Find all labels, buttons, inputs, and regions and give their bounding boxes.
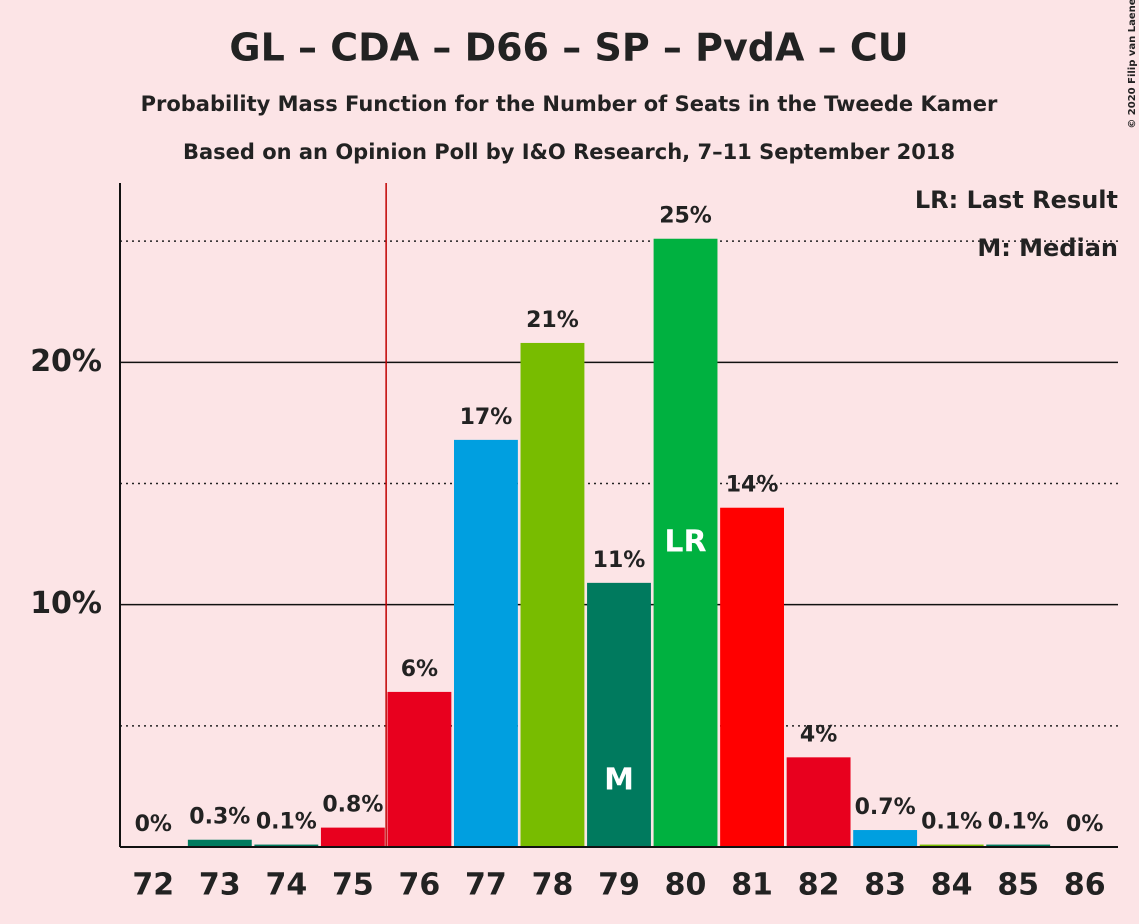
y-tick-label: 20% [30, 344, 102, 379]
bar [919, 844, 984, 847]
value-label: 25% [659, 204, 712, 229]
value-label: 6% [401, 657, 438, 682]
x-tick-label: 74 [265, 868, 307, 903]
legend-entry: M: Median [977, 234, 1118, 262]
bar [520, 342, 585, 847]
x-tick-label: 83 [864, 868, 906, 903]
bar [986, 844, 1051, 847]
bar [187, 839, 252, 847]
x-tick-label: 79 [598, 868, 640, 903]
value-label: 4% [800, 722, 837, 747]
bar [853, 830, 918, 847]
value-label: 14% [726, 473, 779, 498]
value-label: 0.1% [256, 810, 317, 835]
x-tick-label: 80 [665, 868, 707, 903]
x-tick-label: 77 [465, 868, 507, 903]
x-tick-label: 73 [199, 868, 241, 903]
bar [387, 691, 452, 847]
x-tick-label: 81 [731, 868, 773, 903]
value-label: 0.1% [988, 810, 1049, 835]
bar [453, 439, 518, 847]
last-result-marker: LR [664, 524, 706, 559]
x-tick-label: 86 [1064, 868, 1106, 903]
value-label: 0% [1066, 812, 1103, 837]
copyright: © 2020 Filip van Laenen [1127, 0, 1138, 129]
value-label: 0.8% [322, 793, 383, 818]
bar [786, 757, 851, 847]
value-label: 0.7% [855, 795, 916, 820]
bar [254, 844, 319, 847]
bar [587, 582, 651, 847]
value-label: 17% [460, 405, 513, 430]
x-tick-label: 85 [997, 868, 1039, 903]
x-tick-label: 72 [132, 868, 174, 903]
x-tick-label: 84 [931, 868, 973, 903]
value-label: 0.1% [921, 810, 982, 835]
chart-subtitle: Based on an Opinion Poll by I&O Research… [183, 140, 955, 164]
chart-subtitle: Probability Mass Function for the Number… [141, 92, 998, 116]
legend-entry: LR: Last Result [915, 186, 1118, 214]
x-tick-label: 75 [332, 868, 374, 903]
value-label: 0% [135, 812, 172, 837]
value-label: 0.3% [189, 805, 250, 830]
bar [720, 507, 785, 847]
value-label: 21% [526, 308, 579, 333]
x-tick-label: 78 [532, 868, 574, 903]
bar [653, 238, 718, 847]
x-tick-label: 76 [399, 868, 441, 903]
bar [320, 827, 385, 847]
chart-title: GL – CDA – D66 – SP – PvdA – CU [229, 26, 908, 70]
y-tick-label: 10% [30, 586, 102, 621]
x-tick-label: 82 [798, 868, 840, 903]
median-marker: M [604, 762, 634, 797]
value-label: 11% [593, 548, 646, 573]
